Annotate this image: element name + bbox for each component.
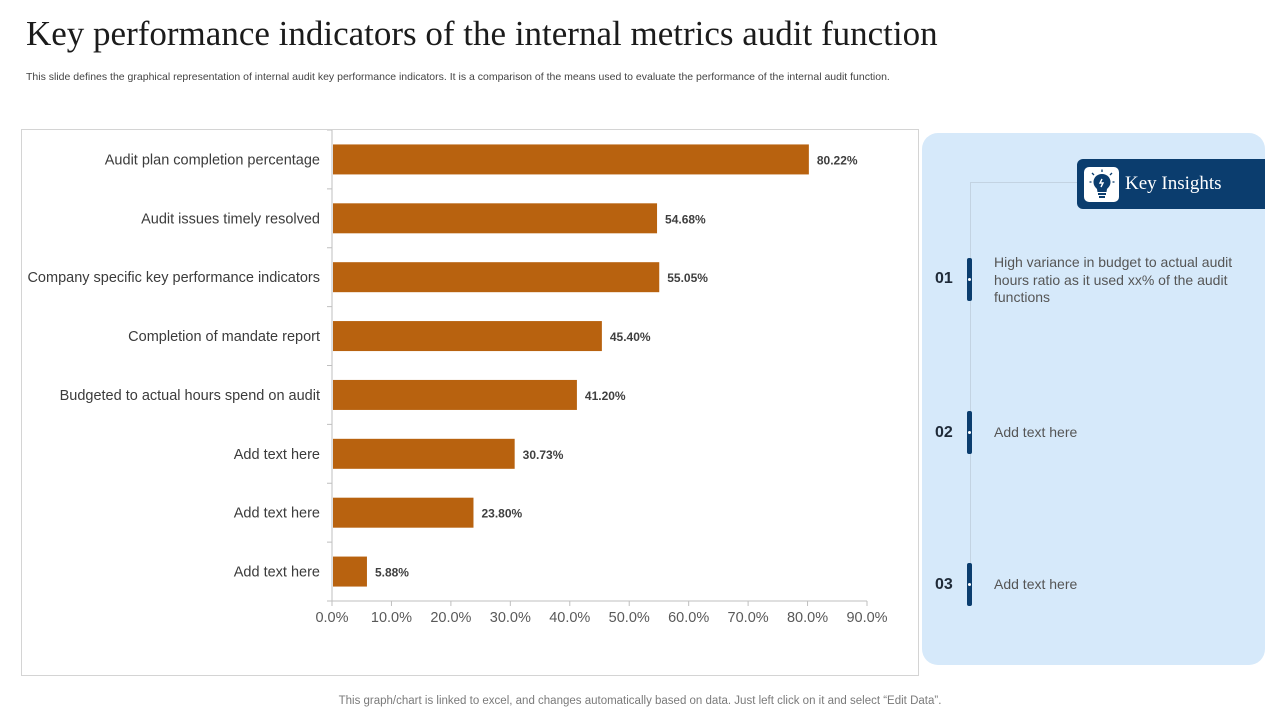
key-insights-panel	[922, 133, 1265, 665]
insight-text[interactable]: Add text here	[994, 576, 1078, 592]
bar	[333, 497, 474, 528]
chart-frame[interactable]: 0.0% 10.0% 20.0% 30.0% 40.0% 50.0% 60.0% 70.0% 8…	[21, 129, 919, 676]
category-label: Budgeted to actual hours spend on audit	[60, 388, 320, 404]
key-insights-header: Key Insights	[1077, 159, 1265, 209]
bar	[333, 556, 367, 587]
lightbulb-icon	[1084, 166, 1119, 202]
insights-timeline-line	[970, 182, 971, 602]
data-label: 5.88%	[375, 566, 409, 580]
x-tick-label: 80.0%	[787, 610, 828, 626]
insight-marker-dot	[968, 278, 971, 281]
bar	[333, 262, 660, 293]
category-label: Company specific key performance indicat…	[27, 270, 320, 286]
data-label: 55.05%	[667, 271, 708, 285]
insight-marker-dot	[968, 431, 971, 434]
bar	[333, 438, 515, 469]
category-label: Add text here	[234, 447, 320, 463]
page-title: Key performance indicators of the intern…	[26, 14, 938, 53]
insight-text[interactable]: Add text here	[994, 424, 1078, 440]
x-tick-label: 10.0%	[371, 610, 412, 626]
x-tick-label: 20.0%	[430, 610, 471, 626]
data-label: 23.80%	[481, 507, 522, 521]
data-label: 30.73%	[523, 448, 564, 462]
data-label: 54.68%	[665, 212, 706, 226]
kpi-bar-chart: 0.0% 10.0% 20.0% 30.0% 40.0% 50.0% 60.0% 70.0% 8…	[27, 130, 888, 626]
insight-number: 01	[935, 270, 953, 287]
page-subtitle: This slide defines the graphical represe…	[26, 71, 890, 83]
x-tick-label: 70.0%	[728, 610, 769, 626]
x-tick-label: 50.0%	[609, 610, 650, 626]
data-label: 45.40%	[610, 330, 651, 344]
category-label: Add text here	[234, 506, 320, 522]
footer-note: This graph/chart is linked to excel, and…	[338, 695, 942, 707]
x-tick-label: 60.0%	[668, 610, 709, 626]
insights-connector-line	[970, 182, 1080, 183]
x-tick-label: 40.0%	[549, 610, 590, 626]
bar	[333, 203, 658, 234]
bar	[333, 379, 577, 410]
insight-marker-dot	[968, 583, 971, 586]
category-label: Audit plan completion percentage	[105, 152, 320, 168]
data-label: 41.20%	[585, 389, 626, 403]
insight-number: 03	[935, 576, 953, 593]
category-label: Add text here	[234, 565, 320, 581]
data-label: 80.22%	[817, 153, 858, 167]
x-tick-label: 0.0%	[315, 610, 348, 626]
bar	[333, 321, 602, 352]
category-label: Completion of mandate report	[128, 329, 320, 345]
category-label: Audit issues timely resolved	[141, 211, 320, 227]
x-tick-label: 30.0%	[490, 610, 531, 626]
x-tick-label: 90.0%	[846, 610, 887, 626]
bar	[333, 144, 809, 175]
insight-text[interactable]: High variance in budget to actual audit …	[994, 254, 1233, 305]
insight-number: 02	[935, 424, 953, 441]
key-insights-title: Key Insights	[1125, 173, 1222, 194]
